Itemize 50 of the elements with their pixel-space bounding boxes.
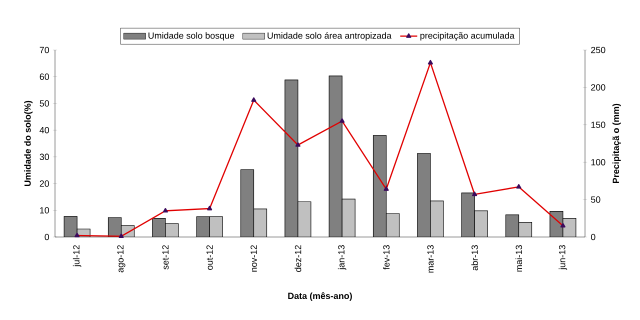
y2-tick-label: 50	[591, 196, 600, 203]
bar	[196, 216, 210, 237]
x-tick-label: ago-12	[117, 245, 126, 272]
bar	[254, 208, 267, 237]
bar	[474, 210, 488, 237]
x-tick-label: abr-13	[471, 245, 478, 270]
y-tick-label: 50	[40, 100, 50, 107]
y2-axis-title: Precipitaçã o (mm)	[612, 104, 621, 184]
legend-label: precipitação acumulada	[420, 32, 515, 41]
y2-tick-label: 250	[591, 46, 606, 54]
bar	[342, 199, 356, 237]
bar	[518, 222, 532, 237]
bar	[329, 76, 342, 237]
x-axis-title: Data (mês-ano)	[288, 292, 352, 301]
x-tick-label: set-12	[162, 245, 169, 270]
x-tick-label: nov-12	[250, 245, 257, 272]
x-tick-label: mai-13	[515, 245, 522, 272]
bar	[386, 213, 400, 237]
x-tick-label: out-12	[206, 245, 213, 270]
y-tick-label: 70	[40, 46, 50, 54]
y2-tick-label: 100	[591, 159, 606, 166]
bar	[430, 200, 444, 237]
bar	[298, 202, 311, 237]
x-tick-label: jun-13	[558, 245, 568, 270]
y2-tick-label: 150	[591, 122, 606, 128]
y-tick-label: 30	[40, 154, 50, 160]
x-tick-label: fev-13	[382, 245, 390, 270]
legend-label: Umidade solo bosque	[148, 32, 234, 41]
x-tick-label: jan-13	[338, 245, 346, 270]
bar	[462, 192, 475, 237]
legend-label: Umidade solo área antropizada	[268, 32, 392, 41]
bar	[417, 153, 430, 237]
bar	[210, 216, 223, 237]
bar	[506, 214, 519, 237]
bar	[152, 218, 166, 237]
x-tick-label: jul-12	[72, 245, 82, 267]
x-tick-label: mar-13	[427, 245, 434, 273]
y-axis-title: Umidade do solo(%)	[24, 100, 33, 186]
y-tick-label: 20	[40, 180, 50, 187]
x-tick-label: dez-12	[294, 245, 302, 272]
bar	[373, 135, 386, 237]
y-tick-label: 60	[40, 74, 50, 80]
bar	[240, 170, 254, 237]
bar	[165, 224, 178, 237]
y2-tick-label: 0	[591, 234, 596, 240]
y-tick-label: 0	[44, 234, 50, 240]
y-tick-label: 10	[40, 207, 50, 214]
y2-tick-label: 200	[591, 84, 606, 91]
y-tick-label: 40	[40, 126, 50, 134]
bar	[284, 80, 298, 237]
